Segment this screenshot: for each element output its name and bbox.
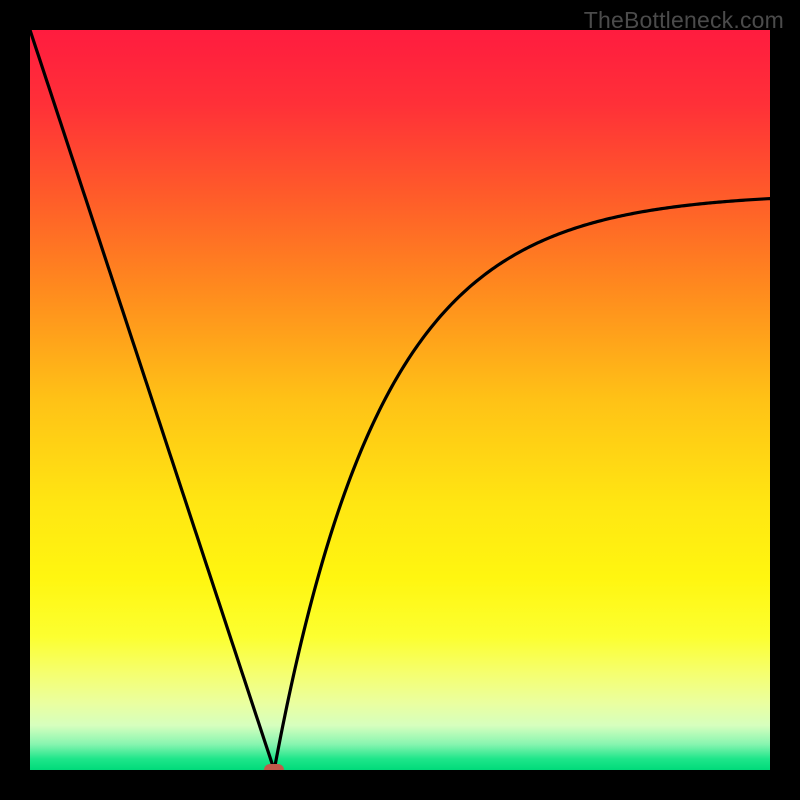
plot-area xyxy=(30,30,770,770)
root: { "source_watermark": "TheBottleneck.com… xyxy=(0,0,800,800)
optimum-marker xyxy=(264,764,284,771)
bottleneck-curve xyxy=(30,30,770,770)
watermark-text: TheBottleneck.com xyxy=(584,7,784,34)
curve-path xyxy=(30,30,770,768)
